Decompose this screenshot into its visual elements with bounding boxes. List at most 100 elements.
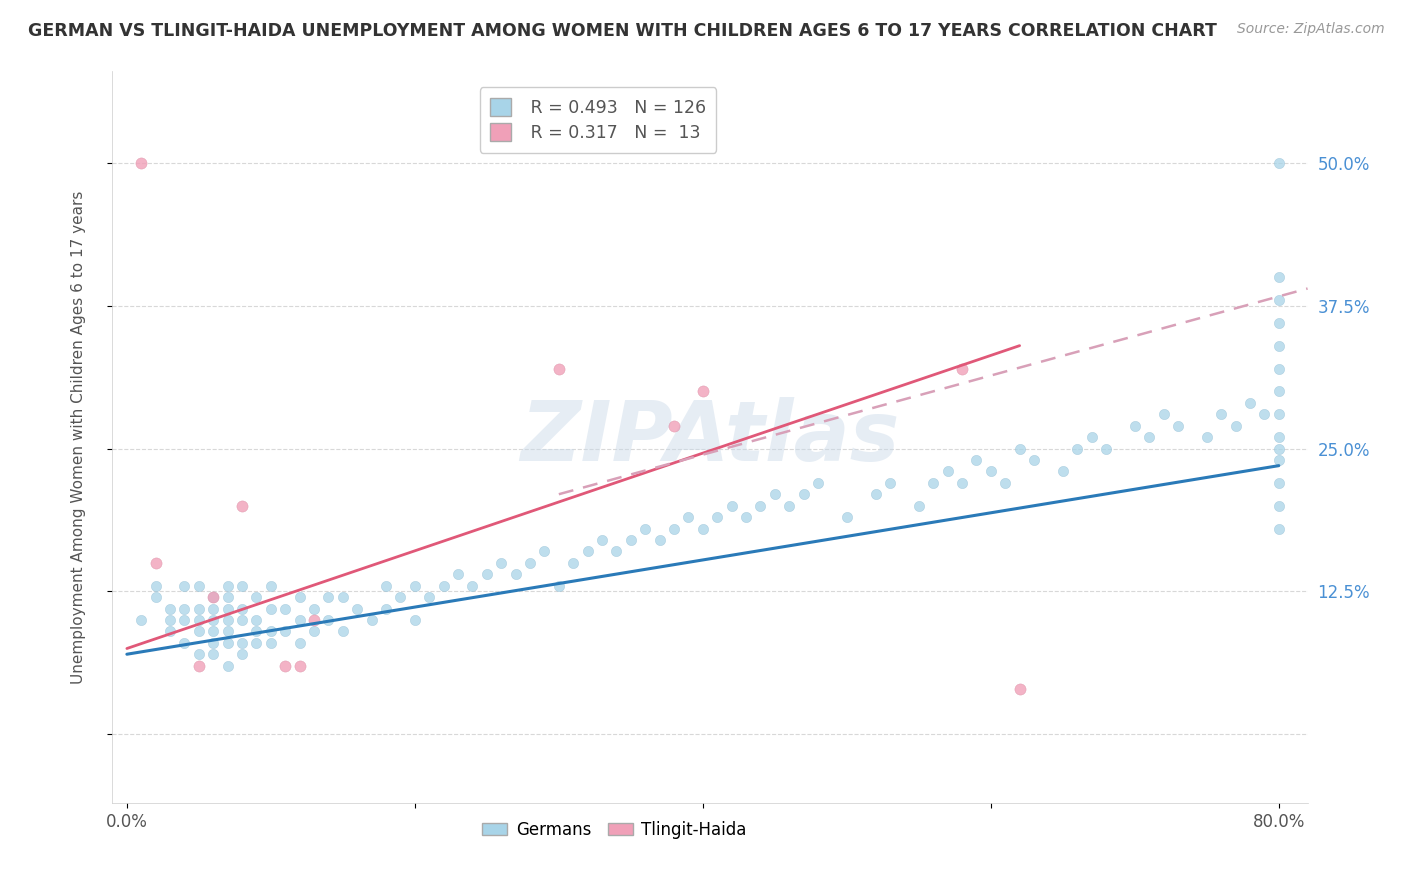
Point [159,624,181,639]
Point [1008,442,1031,456]
Point [187,624,209,639]
Point [187,658,209,673]
Point [1268,499,1291,513]
Point [245,636,267,650]
Point [245,613,267,627]
Point [173,636,195,650]
Point [318,613,340,627]
Point [475,567,498,582]
Point [332,624,354,639]
Point [217,590,239,604]
Point [692,521,714,535]
Point [202,601,225,615]
Point [404,579,426,593]
Point [605,544,627,558]
Point [793,487,815,501]
Point [217,624,239,639]
Point [1268,521,1291,535]
Point [533,544,555,558]
Point [547,361,569,376]
Point [260,579,283,593]
Point [159,613,181,627]
Point [491,556,513,570]
Point [202,647,225,661]
Point [187,579,209,593]
Point [950,475,973,490]
Point [202,624,225,639]
Point [662,418,685,433]
Point [202,590,225,604]
Point [1268,270,1291,285]
Point [1123,418,1146,433]
Point [231,613,253,627]
Point [245,624,267,639]
Point [576,544,599,558]
Point [720,499,742,513]
Point [231,636,253,650]
Point [245,590,267,604]
Point [173,601,195,615]
Point [202,613,225,627]
Point [187,613,209,627]
Point [231,499,253,513]
Point [1268,293,1291,307]
Point [302,624,325,639]
Point [519,556,541,570]
Point [202,636,225,650]
Point [375,579,398,593]
Text: ZIPAtlas: ZIPAtlas [520,397,900,477]
Point [1268,442,1291,456]
Point [936,464,959,478]
Point [389,590,412,604]
Point [1211,407,1233,421]
Point [1153,407,1175,421]
Point [1239,396,1261,410]
Point [1008,681,1031,696]
Point [145,579,167,593]
Point [1195,430,1218,444]
Point [1167,418,1189,433]
Point [129,155,152,169]
Point [288,636,311,650]
Point [505,567,527,582]
Y-axis label: Unemployment Among Women with Children Ages 6 to 17 years: Unemployment Among Women with Children A… [72,190,86,684]
Point [274,624,297,639]
Point [302,601,325,615]
Point [404,613,426,627]
Point [260,624,283,639]
Point [1052,464,1074,478]
Point [288,613,311,627]
Point [346,601,368,615]
Text: Source: ZipAtlas.com: Source: ZipAtlas.com [1237,22,1385,37]
Point [187,601,209,615]
Point [835,510,858,524]
Point [159,601,181,615]
Point [1268,430,1291,444]
Point [620,533,643,547]
Point [217,658,239,673]
Point [375,601,398,615]
Point [217,613,239,627]
Legend: Germans, Tlingit-Haida: Germans, Tlingit-Haida [475,814,754,846]
Point [260,636,283,650]
Point [994,475,1017,490]
Point [187,647,209,661]
Text: GERMAN VS TLINGIT-HAIDA UNEMPLOYMENT AMONG WOMEN WITH CHILDREN AGES 6 TO 17 YEAR: GERMAN VS TLINGIT-HAIDA UNEMPLOYMENT AMO… [28,22,1218,40]
Point [879,475,901,490]
Point [433,579,456,593]
Point [217,636,239,650]
Point [260,601,283,615]
Point [447,567,470,582]
Point [418,590,440,604]
Point [302,613,325,627]
Point [217,579,239,593]
Point [173,579,195,593]
Point [1268,384,1291,399]
Point [1268,316,1291,330]
Point [231,579,253,593]
Point [907,499,929,513]
Point [202,590,225,604]
Point [173,613,195,627]
Point [217,601,239,615]
Point [980,464,1002,478]
